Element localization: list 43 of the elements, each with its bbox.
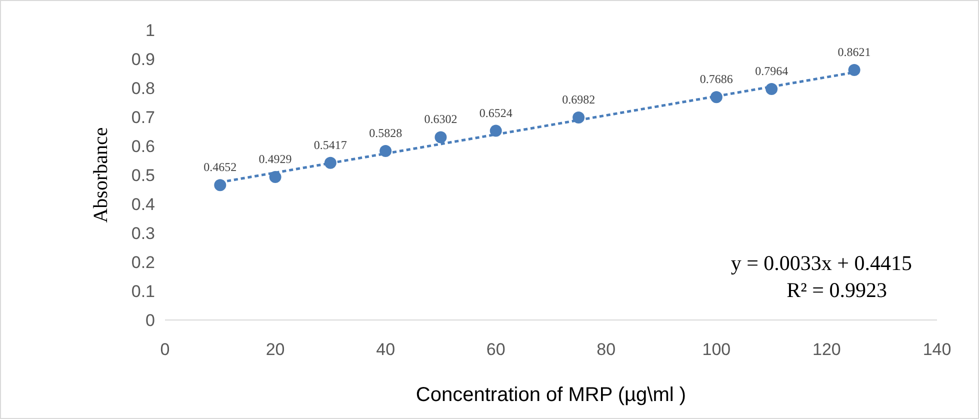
- y-tick-label: 0.3: [131, 224, 155, 243]
- x-tick-label: 80: [596, 340, 616, 359]
- y-tick-label: 0.2: [131, 252, 155, 272]
- y-tick-label: 0.8: [131, 78, 155, 98]
- point: [434, 131, 447, 144]
- annotation: y = 0.0033x + 0.4415: [730, 251, 912, 275]
- data-label: 0.6982: [562, 92, 596, 107]
- data-label: 0.8621: [838, 44, 871, 59]
- point: [214, 179, 226, 192]
- data-label: 0.5417: [314, 138, 347, 152]
- y-tick-label: 1: [146, 20, 155, 40]
- x-tick-label: 140: [922, 340, 952, 359]
- y-tick-label: 0.7: [131, 108, 155, 127]
- y-tick-label: 0: [146, 310, 155, 330]
- y-tick-label: 0.6: [131, 136, 155, 156]
- point: [324, 156, 336, 169]
- x-tick-label: 100: [702, 340, 731, 359]
- point: [848, 64, 860, 76]
- x-tick-label: 60: [486, 340, 506, 359]
- data-label: 0.7686: [700, 72, 733, 86]
- data-label: 0.6524: [479, 106, 512, 120]
- data-label: 0.7964: [755, 64, 788, 78]
- data-label: 0.6302: [424, 112, 458, 126]
- point: [490, 124, 502, 137]
- y-tick-label: 0.4: [131, 194, 155, 214]
- x-tick-label: 20: [266, 340, 285, 359]
- x-axis-title: Concentration of MRP (µg\ml ): [416, 384, 686, 406]
- data-label: 0.4929: [258, 152, 292, 166]
- point: [380, 144, 392, 157]
- point: [572, 112, 585, 124]
- y-axis-title: Absorbance: [90, 127, 112, 223]
- y-tick-label: 0.5: [131, 166, 155, 185]
- x-tick-label: 40: [376, 340, 396, 359]
- point: [710, 91, 722, 104]
- y-tick-label: 0.9: [131, 50, 155, 69]
- data-label: 0.4652: [204, 160, 237, 174]
- annotation: R² = 0.9923: [786, 278, 887, 302]
- y-tick-label: 0.1: [131, 282, 155, 301]
- x-tick-label: 0: [160, 340, 170, 359]
- point: [766, 83, 778, 96]
- x-tick-label: 120: [812, 340, 841, 359]
- point: [269, 171, 282, 184]
- data-label: 0.5828: [369, 126, 402, 140]
